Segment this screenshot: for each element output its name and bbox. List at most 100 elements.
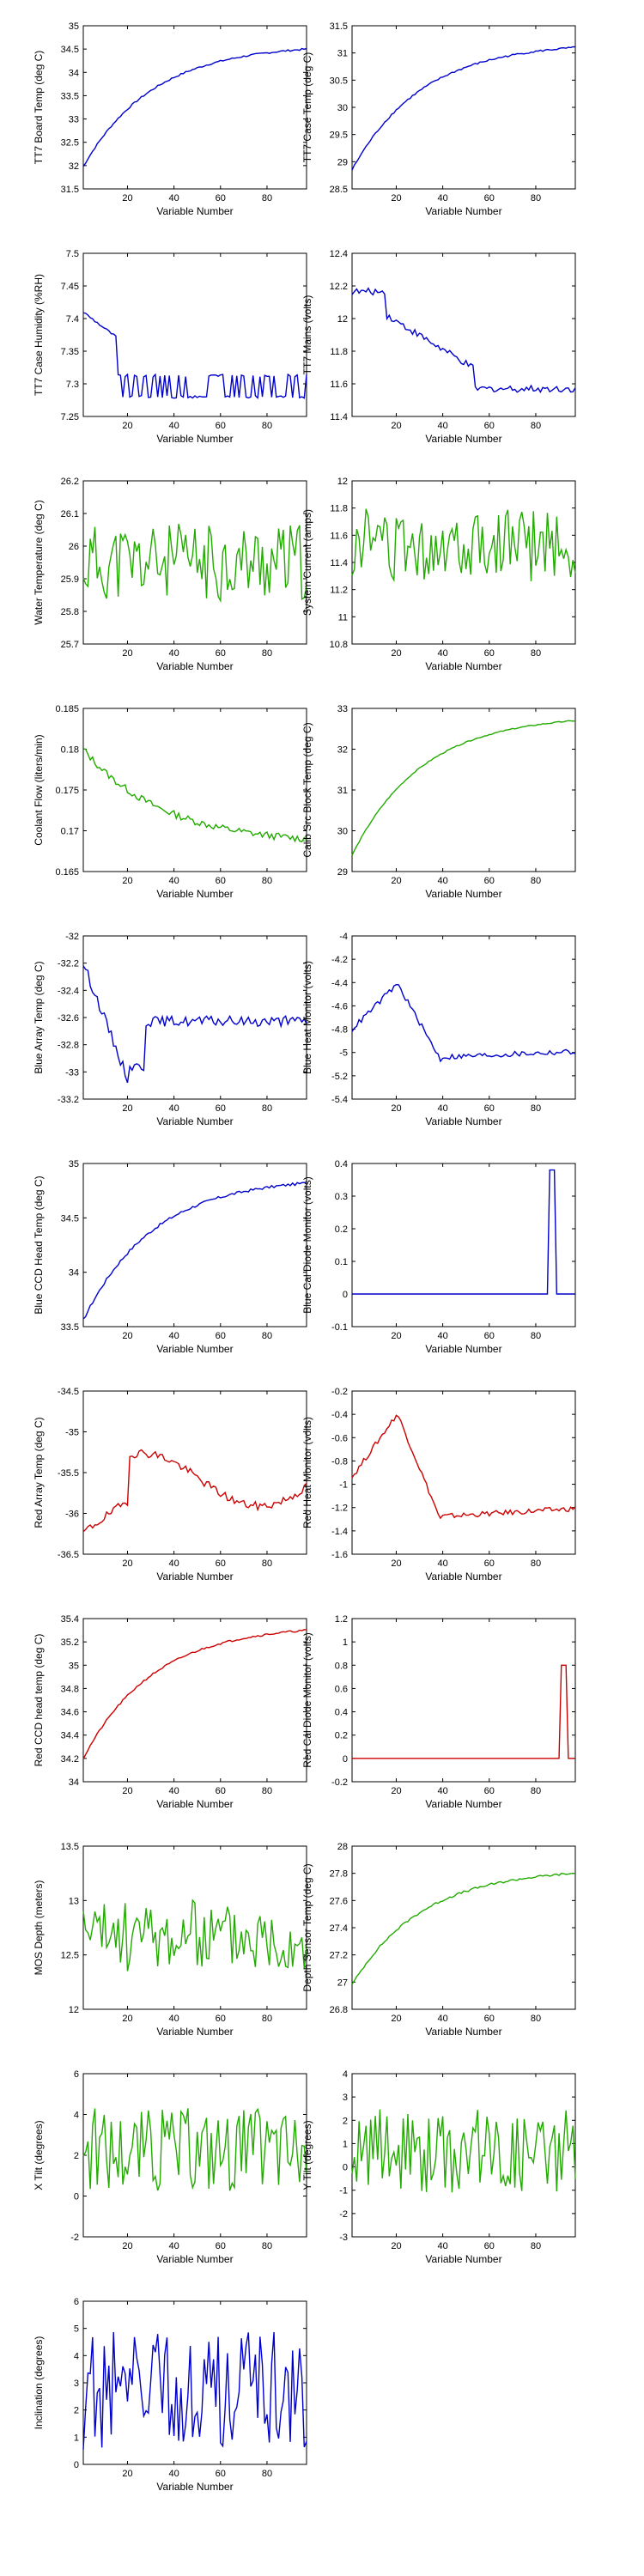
y-axis-label: TT7 Board Temp (deg C) [33,51,45,165]
y-tick-label: 0.18 [61,745,79,756]
chart-panel: 20 40 60 80 34 34.2 34.4 34.6 34.8 35 35.2 35.4 Vari… [33,1614,307,1810]
x-tick-label: 60 [484,1558,495,1569]
x-tick-label: 40 [169,1103,179,1114]
y-tick-label: 26.2 [61,477,79,487]
x-axis-label: Variable Number [156,2481,233,2493]
x-axis-label: Variable Number [425,205,501,217]
y-tick-label: -32.4 [58,986,79,996]
x-tick-label: 20 [391,1786,401,1796]
axes-frame [351,1845,576,2010]
x-tick-label: 80 [531,421,541,431]
chart-panel: 20 40 60 80 -1.6 -1.4 -1.2 -1 -0.8 -0.6 -0.4 -0.2 Va… [301,1387,576,1583]
x-axis-label: Variable Number [425,1798,501,1810]
x-tick-label: 40 [438,1103,448,1114]
y-tick-label: 5 [74,2324,79,2335]
y-axis-label: Red Heat Monitor (volts) [301,1417,313,1528]
series-line [82,2107,307,2191]
y-axis-label: Coolant Flow (liters/min) [33,734,45,845]
y-axis-label: Calib Src Block Temp (deg C) [301,722,313,857]
axes-frame [351,935,576,1100]
x-tick-label: 20 [391,421,401,431]
series-line [351,508,576,583]
chart-panel: 20 40 60 80 26.8 27 27.2 27.4 27.6 27.8 28 Variable… [301,1842,576,2038]
y-tick-label: 35 [69,1159,79,1170]
chart-panel: 20 40 60 80 33.5 34 34.5 35 Variable Number Blue … [33,1159,307,1355]
y-tick-label: -4.6 [331,1001,348,1012]
x-axis-label: Variable Number [425,888,501,900]
y-tick-label: 26 [69,542,79,552]
x-tick-label: 20 [391,1103,401,1114]
y-tick-label: 11.4 [330,412,348,422]
series-line [352,1664,575,1759]
axes-frame [82,935,307,1100]
x-tick-label: 80 [531,2014,541,2024]
y-tick-label: 12 [337,477,348,487]
x-tick-label: 40 [438,1558,448,1569]
y-tick-label: 30 [337,827,348,837]
x-tick-label: 80 [531,193,541,204]
x-axis-label: Variable Number [156,2026,233,2038]
series-line [82,1899,307,1971]
x-tick-label: 60 [484,1331,495,1341]
chart-panel: 20 40 60 80 -3 -2 -1 0 1 2 3 4 Variable Number Y Tilt… [301,2069,576,2265]
y-tick-label: -4.8 [331,1025,348,1036]
y-tick-label: -0.6 [331,1433,348,1443]
x-tick-label: 60 [216,1786,226,1796]
x-tick-label: 40 [169,193,179,204]
y-tick-label: 12.5 [61,1951,79,1961]
x-tick-label: 20 [122,193,132,204]
x-tick-label: 20 [391,1558,401,1569]
x-tick-label: 60 [216,2014,226,2024]
y-tick-label: 0 [343,1290,348,1300]
y-tick-label: 32 [337,745,348,756]
y-tick-label: -4.4 [331,978,348,988]
series-line [351,2109,576,2193]
y-tick-label: 0.165 [55,867,79,878]
y-tick-label: -3 [339,2233,348,2243]
y-tick-label: 0.1 [335,1257,348,1267]
x-tick-label: 20 [122,648,132,659]
x-tick-label: 80 [531,1786,541,1796]
x-tick-label: 20 [122,1103,132,1114]
chart-panel: 20 40 60 80 0 1 2 3 4 5 6 Variable Number Inclinatio… [33,2297,307,2493]
chart-panel: 20 40 60 80 28.5 29 29.5 30 30.5 31 31.5 Variable N… [301,21,576,217]
y-tick-label: 0.2 [335,1731,348,1741]
y-tick-label: 7.25 [61,412,79,422]
y-tick-label: 31.5 [61,185,79,195]
series-line [351,287,576,393]
chart-panel: 20 40 60 80 29 30 31 32 33 Variable Number Calib S… [301,704,576,900]
x-tick-label: 20 [122,1331,132,1341]
y-tick-label: 4 [343,2069,348,2080]
series-line [82,748,307,843]
axes-frame [82,1390,307,1555]
y-tick-label: 13 [69,1896,79,1906]
x-tick-label: 20 [122,2241,132,2251]
x-tick-label: 60 [216,1103,226,1114]
axes-frame [351,252,576,417]
y-axis-label: TT7 Mains (volts) [301,295,313,375]
x-axis-label: Variable Number [425,1115,501,1127]
chart-panel: 20 40 60 80 0.165 0.17 0.175 0.18 0.185 Variable … [33,704,307,900]
y-axis-label: Blue Heat Monitor (volts) [301,961,313,1074]
y-tick-label: 7.3 [66,380,79,390]
y-tick-label: 32.5 [61,138,79,149]
y-tick-label: 35.4 [61,1614,79,1625]
y-tick-label: -1.6 [331,1550,348,1560]
chart-panel: 20 40 60 80 12 12.5 13 13.5 Variable Number MOS D… [33,1842,307,2038]
y-axis-label: Blue CCD Head Temp (deg C) [33,1176,45,1314]
y-tick-label: 12 [337,314,348,325]
y-tick-label: 0.4 [335,1159,348,1170]
y-tick-label: 30 [337,103,348,113]
x-tick-label: 60 [484,421,495,431]
x-axis-label: Variable Number [156,2253,233,2265]
y-tick-label: -5 [339,1048,348,1059]
y-tick-label: 34.6 [61,1708,79,1718]
y-tick-label: 27.6 [330,1896,348,1906]
y-tick-label: 0 [343,1754,348,1765]
chart-panel: 20 40 60 80 11.4 11.6 11.8 12 12.2 12.4 Variable N… [301,249,576,445]
y-tick-label: -36 [65,1510,79,1520]
series-line [82,1449,307,1533]
chart-panel: 20 40 60 80 -0.1 0 0.1 0.2 0.3 0.4 Variable Number… [301,1159,576,1355]
y-tick-label: 6 [74,2297,79,2307]
